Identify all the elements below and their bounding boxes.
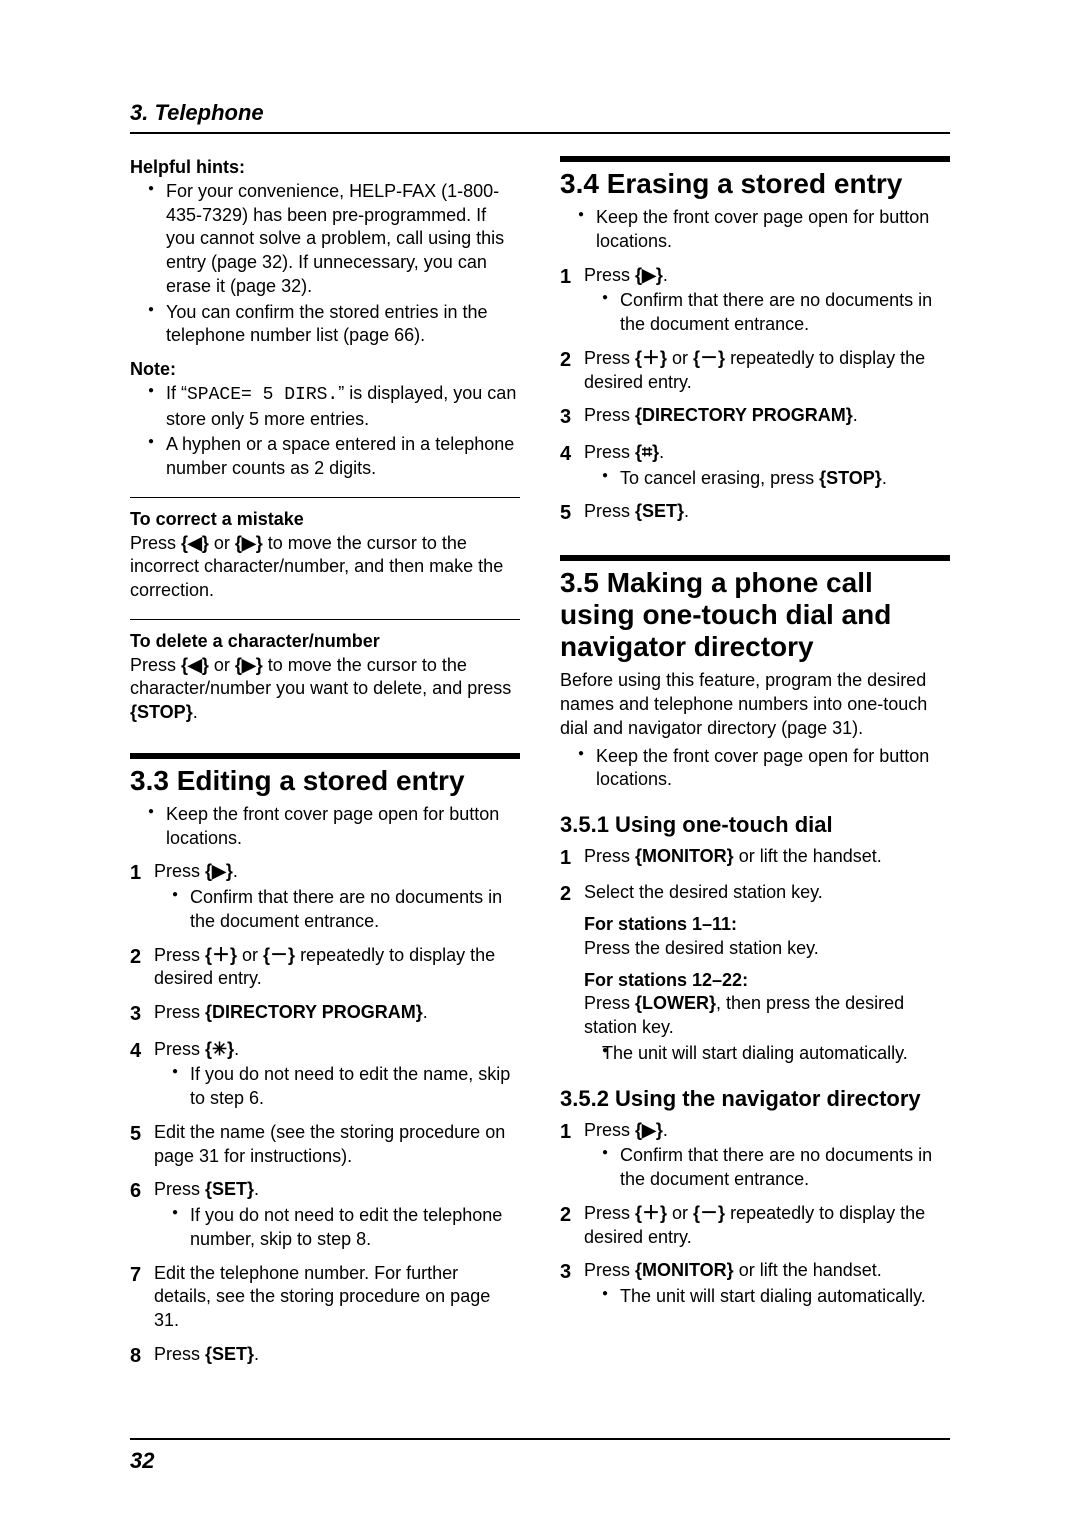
top-rule <box>130 132 950 134</box>
step-352-2: 2 Press {＋} or {－} repeatedly to display… <box>560 1202 950 1250</box>
correct-mistake-title: To correct a mistake <box>130 508 520 532</box>
stations-12-22-body: Press {LOWER}, then press the desired st… <box>584 992 950 1040</box>
section-33-title: 3.3 Editing a stored entry <box>130 765 520 797</box>
step-34-1-sub: Confirm that there are no documents in t… <box>584 289 950 337</box>
step-33-5: 5 Edit the name (see the storing procedu… <box>130 1121 520 1169</box>
step-34-5: 5 Press {SET}. <box>560 500 950 526</box>
step-33-7: 7 Edit the telephone number. For further… <box>130 1262 520 1333</box>
divider-1 <box>130 497 520 498</box>
step-34-2: 2 Press {＋} or {－} repeatedly to display… <box>560 347 950 395</box>
step-352-3: 3 Press {MONITOR} or lift the handset. T… <box>560 1259 950 1309</box>
left-column: Helpful hints: For your convenience, HEL… <box>130 156 520 1369</box>
note-2: A hyphen or a space entered in a telepho… <box>148 433 520 481</box>
section-34-title: 3.4 Erasing a stored entry <box>560 168 950 200</box>
step-33-8: 8 Press {SET}. <box>130 1343 520 1369</box>
step-33-4: 4 Press {✳}. If you do not need to edit … <box>130 1038 520 1111</box>
section-351-title: 3.5.1 Using one-touch dial <box>560 810 950 839</box>
step-33-1: 1 Press {▶}. Confirm that there are no d… <box>130 860 520 933</box>
step-33-4-sub: If you do not need to edit the name, ski… <box>154 1063 520 1111</box>
step-351-1: 1 Press {MONITOR} or lift the handset. <box>560 845 950 871</box>
step-352-1-sub: Confirm that there are no documents in t… <box>584 1144 950 1192</box>
section-bar-34 <box>560 156 950 162</box>
step-34-4-sub: To cancel erasing, press {STOP}. <box>584 467 950 491</box>
content-columns: Helpful hints: For your convenience, HEL… <box>130 156 950 1369</box>
bottom-rule <box>130 1438 950 1440</box>
step-34-4: 4 Press {⌗}. To cancel erasing, press {S… <box>560 441 950 491</box>
helpful-hints-label: Helpful hints: <box>130 156 520 180</box>
hint-1: For your convenience, HELP-FAX (1-800-43… <box>148 180 520 299</box>
step-351-2-sub: The unit will start dialing automaticall… <box>584 1042 950 1066</box>
step-34-1: 1 Press {▶}. Confirm that there are no d… <box>560 264 950 337</box>
hint-2: You can confirm the stored entries in th… <box>148 301 520 349</box>
section-35-intro-bullet: Keep the front cover page open for butto… <box>578 745 950 793</box>
section-35-title: 3.5 Making a phone call using one-touch … <box>560 567 950 664</box>
step-33-3: 3 Press {DIRECTORY PROGRAM}. <box>130 1001 520 1027</box>
step-33-2: 2 Press {＋} or {－} repeatedly to display… <box>130 944 520 992</box>
step-34-3: 3 Press {DIRECTORY PROGRAM}. <box>560 404 950 430</box>
divider-2 <box>130 619 520 620</box>
section-34-intro: Keep the front cover page open for butto… <box>578 206 950 254</box>
step-33-1-sub: Confirm that there are no documents in t… <box>154 886 520 934</box>
delete-char-body: Press {◀} or {▶} to move the cursor to t… <box>130 654 520 725</box>
step-351-2: 2 Select the desired station key. For st… <box>560 881 950 1065</box>
section-352-title: 3.5.2 Using the navigator directory <box>560 1084 950 1113</box>
step-33-6: 6 Press {SET}. If you do not need to edi… <box>130 1178 520 1251</box>
right-column: 3.4 Erasing a stored entry Keep the fron… <box>560 156 950 1369</box>
stations-12-22-label: For stations 12–22: <box>584 969 950 993</box>
chapter-title: 3. Telephone <box>130 100 950 126</box>
stations-1-11-body: Press the desired station key. <box>584 937 950 961</box>
step-352-1: 1 Press {▶}. Confirm that there are no d… <box>560 1119 950 1192</box>
correct-mistake-body: Press {◀} or {▶} to move the cursor to t… <box>130 532 520 603</box>
section-35-intro: Before using this feature, program the d… <box>560 669 950 740</box>
section-33-intro: Keep the front cover page open for butto… <box>148 803 520 851</box>
step-352-3-sub: The unit will start dialing automaticall… <box>584 1285 950 1309</box>
section-bar-35 <box>560 555 950 561</box>
stations-1-11-label: For stations 1–11: <box>584 913 950 937</box>
delete-char-title: To delete a character/number <box>130 630 520 654</box>
section-bar-33 <box>130 753 520 759</box>
step-33-6-sub: If you do not need to edit the telephone… <box>154 1204 520 1252</box>
note-1: If “SPACE= 5 DIRS.” is displayed, you ca… <box>148 382 520 432</box>
page-number: 32 <box>130 1448 154 1474</box>
note-label: Note: <box>130 358 520 382</box>
